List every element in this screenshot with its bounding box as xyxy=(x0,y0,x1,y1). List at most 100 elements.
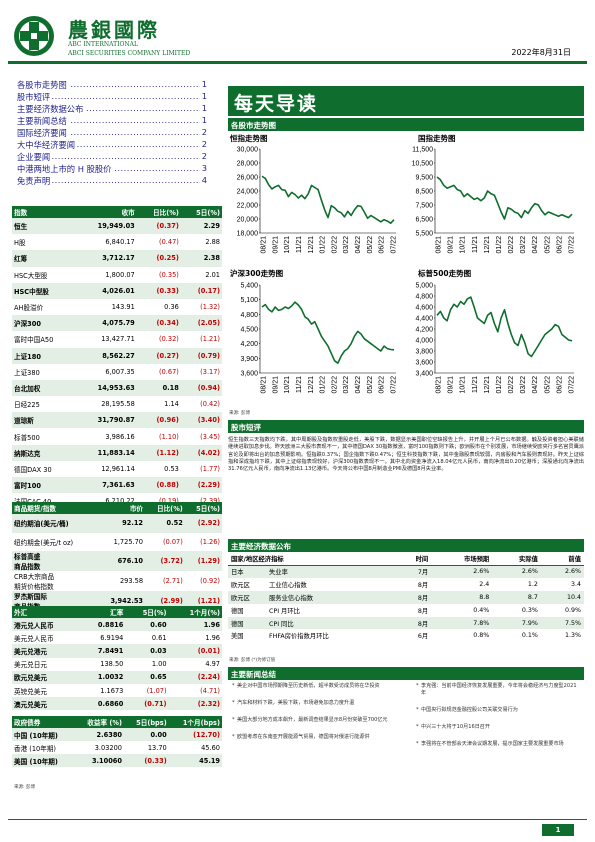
series-line xyxy=(436,296,573,358)
table-cell-name: 富时100 xyxy=(12,477,76,494)
toc-item[interactable]: ........................................… xyxy=(17,175,207,187)
table-row: 纳斯达克 11,883.14 (1.12) (4.02) xyxy=(12,444,222,461)
table-header-cell: 指数 xyxy=(12,206,76,218)
x-tick-label: 09/21 xyxy=(272,376,279,394)
x-tick-label: 03/22 xyxy=(520,376,527,394)
toc-item[interactable]: ........................................… xyxy=(17,115,207,127)
table-row: 中国 (10年期) 2.6380 0.00 (12.70) xyxy=(12,728,222,741)
table-cell-close: 31,790.87 xyxy=(75,412,137,429)
x-tick-label: 07/22 xyxy=(569,376,576,394)
y-tick-label: 3,600 xyxy=(415,360,433,367)
brand-name-en: ABC INTERNATIONAL xyxy=(68,41,138,48)
table-cell-five: (0.79) xyxy=(180,347,222,364)
chart-title: 国指走势图 xyxy=(418,134,456,143)
table-cell-five: (12.70) xyxy=(168,728,222,741)
toc-item[interactable]: ........................................… xyxy=(17,79,207,91)
eco-cell-expected: 0.4% xyxy=(473,606,490,614)
table-cell-day: (0.33) xyxy=(124,754,169,767)
table-cell-five: (1.32) xyxy=(200,303,220,312)
x-tick-label: 10/21 xyxy=(460,376,467,394)
table-cell-day: (0.88) xyxy=(136,477,181,494)
table-cell-day: 0.60 xyxy=(125,618,169,632)
page-number: 1 xyxy=(542,824,574,836)
x-tick-label: 05/22 xyxy=(367,236,374,254)
y-tick-label: 4,000 xyxy=(415,338,433,345)
table-row: 恒生 19,949.03 (0.37) 2.29 xyxy=(12,218,222,235)
y-tick-label: 5,000 xyxy=(415,283,433,290)
table-row: 美元兑日元 138.50 1.00 4.97 xyxy=(12,658,222,671)
toc-leader-dots: ........................................… xyxy=(17,139,207,149)
table-cell-close: 676.10 xyxy=(96,551,146,571)
toc-item[interactable]: ........................................… xyxy=(17,91,207,103)
x-tick-label: 11/21 xyxy=(472,236,479,253)
chart-title: 标普500走势图 xyxy=(418,269,472,278)
news-list-right: 李克强：当前中国经济恢复发展重要，今年将会稳经济与力度型2021年中国央行拟规范… xyxy=(416,683,580,758)
table-cell-five: (4.02) xyxy=(180,444,222,461)
table-cell-day: 0.53 xyxy=(164,464,179,473)
section-header-market-charts: 各股市走势图 xyxy=(228,118,584,131)
x-tick-label: 01/22 xyxy=(320,376,327,394)
y-tick-label: 26,000 xyxy=(237,175,259,182)
eco-cell-expected: 0.8% xyxy=(473,632,490,640)
y-tick-label: 6,500 xyxy=(415,217,433,224)
table-cell-close: 6,840.17 xyxy=(105,238,135,247)
toc-item[interactable]: ........................................… xyxy=(17,127,207,139)
toc-item-label: 主要新闻总结 xyxy=(17,116,69,126)
x-tick-label: 12/21 xyxy=(308,376,315,394)
eco-cell-actual: 0.1% xyxy=(521,632,538,640)
table-cell-five: (2.29) xyxy=(180,477,222,494)
eco-cell-time: 7月 xyxy=(394,565,432,578)
table-cell-close: 3,986.16 xyxy=(105,432,135,441)
abc-coin-logo-icon xyxy=(14,16,54,56)
table-row: 纽约期金(美元/t oz) 1,725.70 (0.07) (1.26) xyxy=(12,533,222,552)
table-header-cell: 日比(%) xyxy=(145,502,185,514)
news-item: 中国央行拟规范金融控股公司关联交易行为 xyxy=(416,707,580,714)
table-header-cell: 商品期货/指数 xyxy=(12,502,97,514)
commodity-table: 商品期货/指数 市价 日比(%) 5日(%) 纽约期油(美元/桶) 92.12 0.52 (2… xyxy=(12,502,222,611)
toc-leader-dots: ........................................… xyxy=(17,151,207,161)
eco-cell-country: 欧元区 xyxy=(228,590,266,604)
table-cell-day: 1.14 xyxy=(164,400,179,409)
y-tick-label: 30,000 xyxy=(237,147,259,154)
toc-item-label: 大中华经济要闻 xyxy=(17,140,78,150)
table-cell-five: (2.05) xyxy=(180,315,222,332)
y-tick-label: 11,500 xyxy=(412,147,433,154)
table-cell-five: (3.45) xyxy=(200,432,220,441)
chart-title: 沪深300走势图 xyxy=(230,269,284,278)
table-cell-name: 美元兑人民币 xyxy=(14,634,54,643)
toc-item[interactable]: ........................................… xyxy=(17,103,207,115)
table-cell-close: 293.58 xyxy=(119,577,144,585)
eco-cell-country: 欧元区 xyxy=(231,581,250,589)
table-cell-day: (1.07) xyxy=(146,686,167,695)
toc-item-label: 国际经济要闻 xyxy=(17,128,69,138)
toc-item[interactable]: ........................................… xyxy=(17,163,207,175)
table-cell-close: 7,361.63 xyxy=(75,477,137,494)
table-cell-name: AH股溢价 xyxy=(14,304,44,313)
toc-item[interactable]: ........................................… xyxy=(17,139,207,151)
toc-leader-dots: ........................................… xyxy=(17,115,207,125)
eco-cell-indicator: 工业信心指数 xyxy=(269,581,307,589)
eco-table-row: 德国 CPI 月环比 8月 0.4% 0.3% 0.9% xyxy=(228,604,584,617)
x-tick-label: 11/21 xyxy=(472,376,479,393)
table-cell-name: 美元兑日元 xyxy=(14,661,47,670)
x-tick-label: 06/22 xyxy=(556,236,563,254)
line-chart-hsi: 30,000 28,000 26,000 24,000 22,000 20,000 18,0… xyxy=(230,145,402,263)
x-tick-label: 03/22 xyxy=(343,236,350,254)
table-cell-five: (3.40) xyxy=(180,412,222,429)
toc-item[interactable]: ........................................… xyxy=(17,151,207,163)
table-cell-name: 纽约期金(美元/t oz) xyxy=(14,538,74,547)
table-header-cell: 5日(bps) xyxy=(124,716,169,728)
table-cell-day: (1.12) xyxy=(136,444,181,461)
eco-cell-indicator: 服务业信心指数 xyxy=(266,590,395,604)
line-chart-spx: 5,000 4,800 4,600 4,400 4,200 4,000 3,800 3,600… xyxy=(405,281,580,403)
toc-item-label: 免责声明 xyxy=(17,176,53,186)
table-cell-close: 6,007.35 xyxy=(105,367,135,376)
table-cell-five: (0.94) xyxy=(180,379,222,397)
table-cell-day: 13.70 xyxy=(147,743,167,752)
y-tick-label: 3,400 xyxy=(415,371,433,378)
y-tick-label: 20,000 xyxy=(237,217,259,224)
table-cell-day: (0.47) xyxy=(159,238,179,247)
y-tick-label: 4,400 xyxy=(415,316,433,323)
news-list-left: 美企对中国市场预期降至历史新低，超半数受访成员将在华投资汽车和材料下跌，美股下跌… xyxy=(232,683,404,751)
table-cell-close: 28,195.58 xyxy=(101,400,135,409)
